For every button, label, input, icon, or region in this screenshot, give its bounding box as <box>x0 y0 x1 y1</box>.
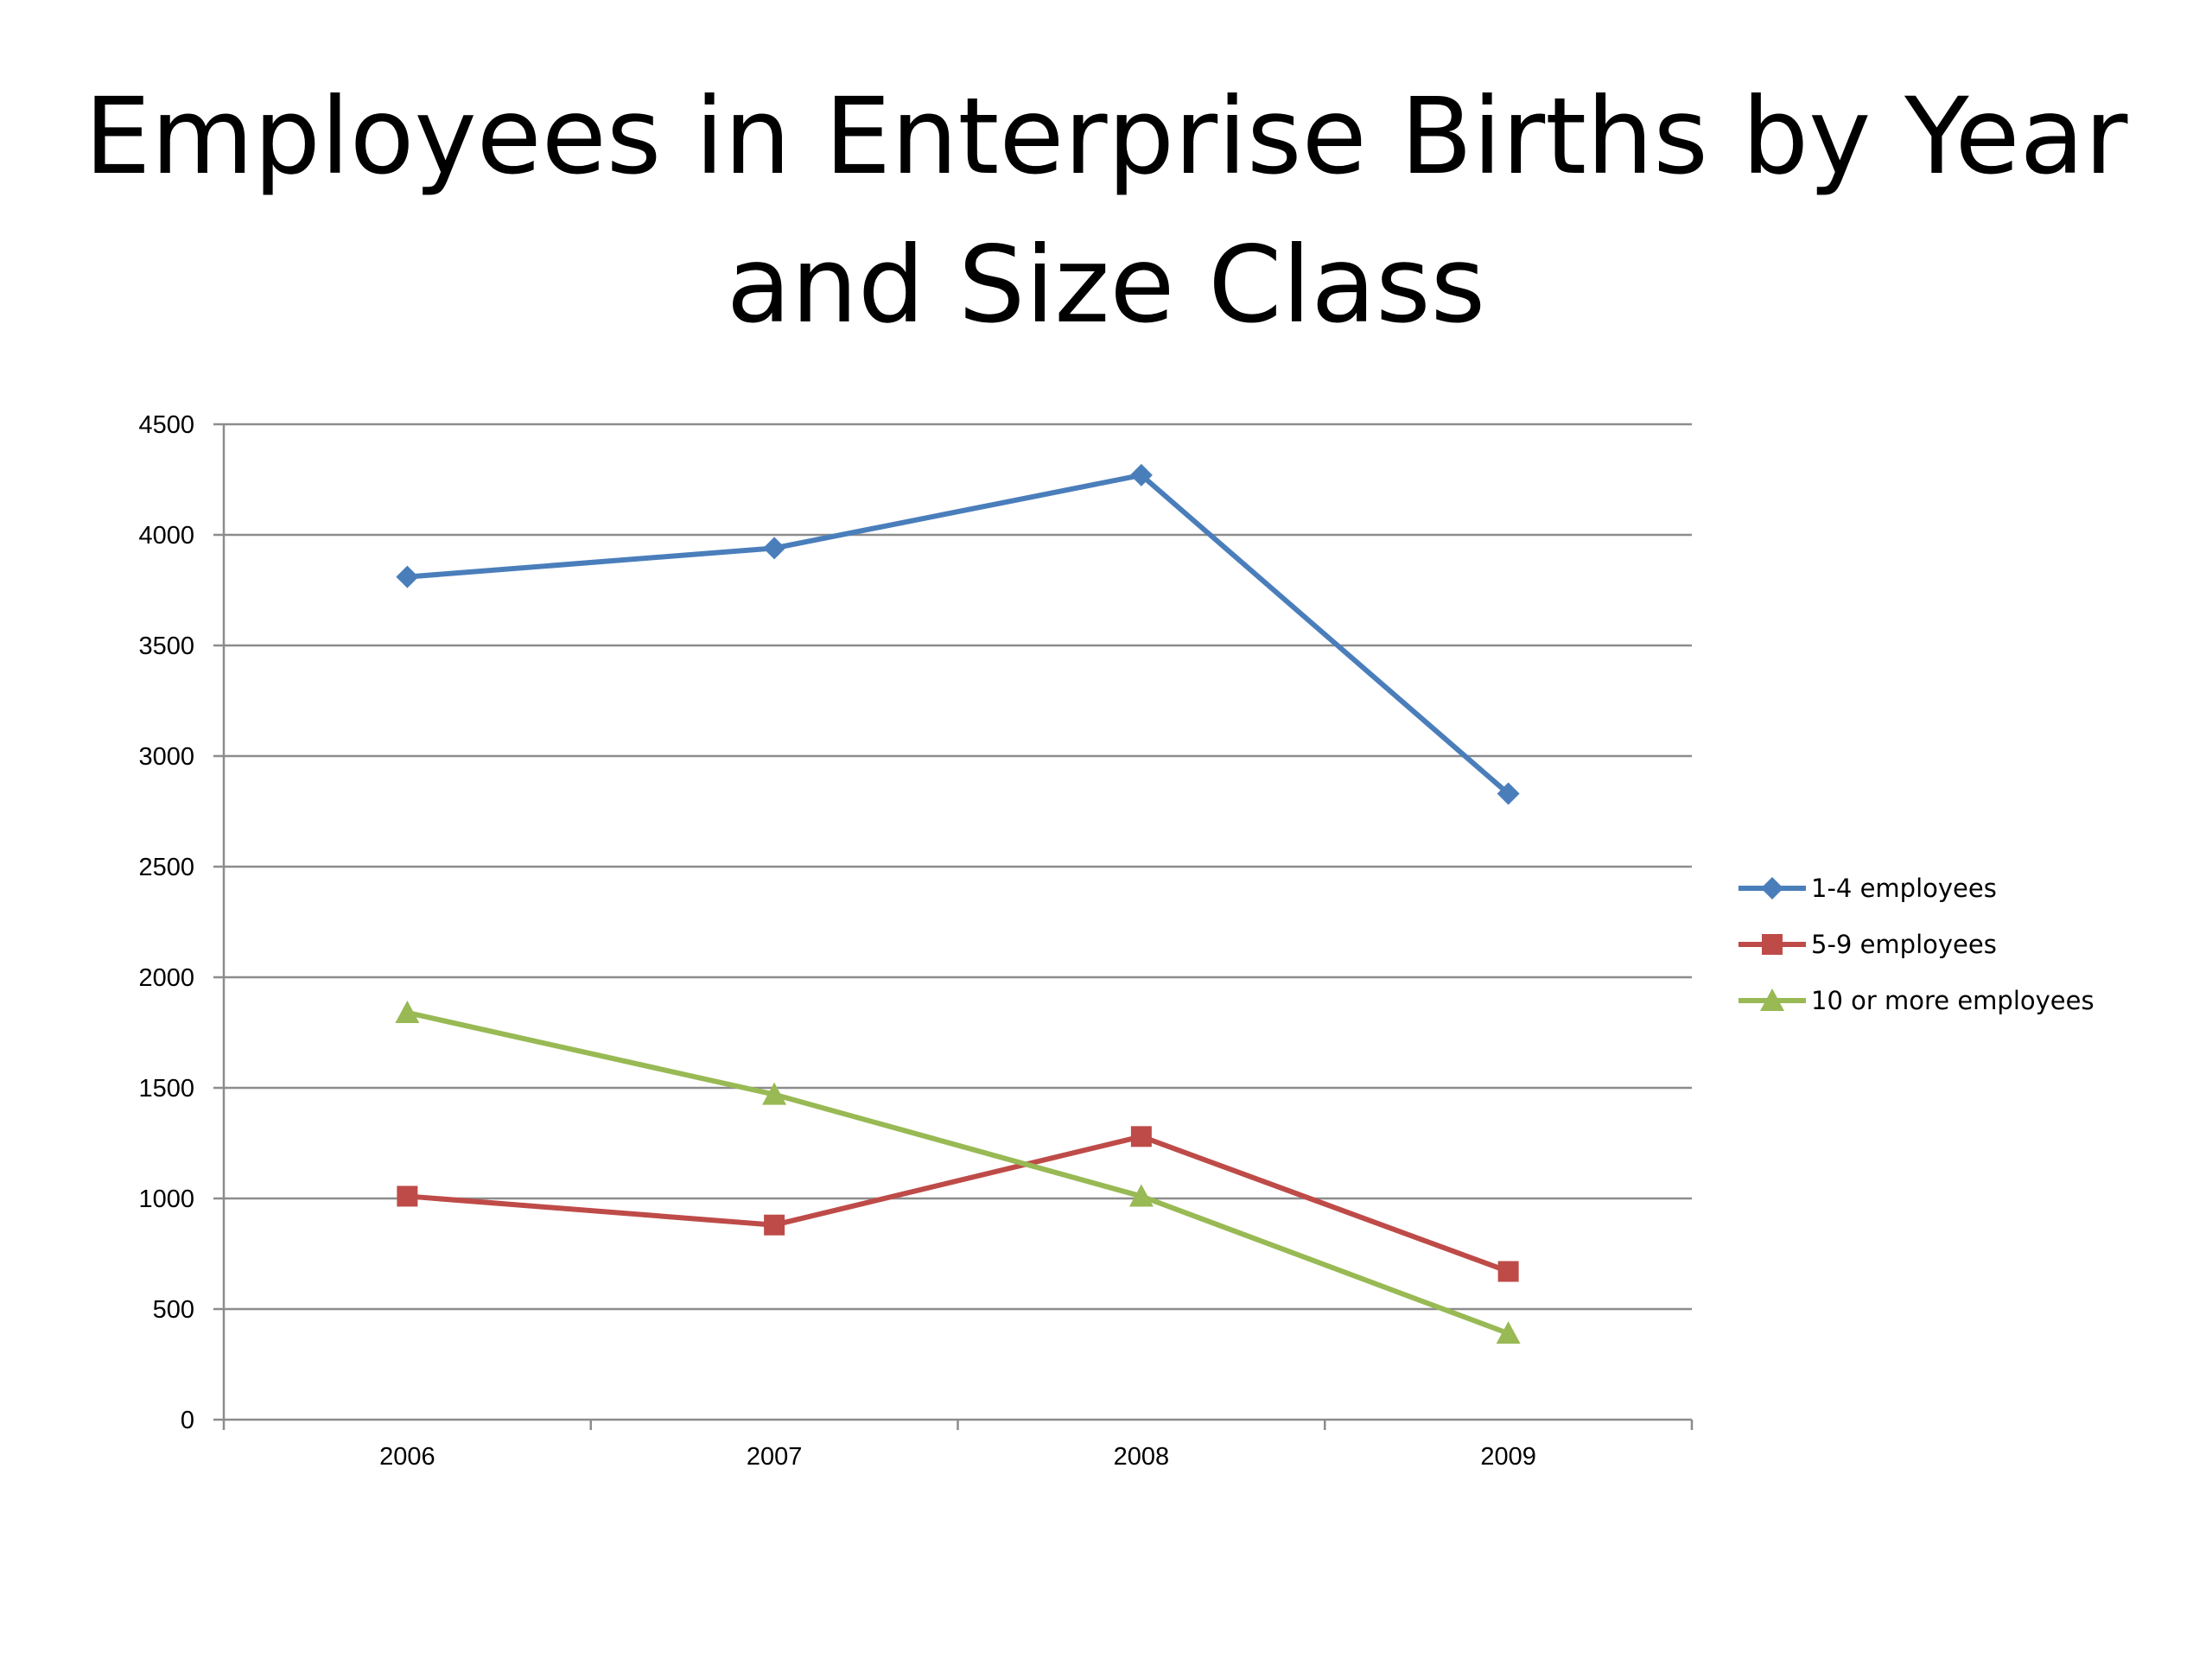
y-tick-label: 1000 <box>138 1185 194 1213</box>
data-point <box>762 1082 787 1105</box>
data-point <box>395 1000 420 1023</box>
y-tick-label: 4500 <box>138 411 194 439</box>
data-point <box>763 537 786 560</box>
legend: 1-4 employees 5-9 employees 10 or more emp… <box>1738 874 2094 1015</box>
series-plot <box>395 463 1521 1344</box>
series-2 <box>397 1126 1519 1282</box>
series-line <box>407 472 1510 796</box>
y-tick-label: 3000 <box>138 743 194 771</box>
y-tick-label: 2000 <box>138 964 194 992</box>
legend-entry: 1-4 employees <box>1738 874 1997 903</box>
legend-marker <box>1760 988 1784 1011</box>
data-point <box>397 1185 418 1207</box>
y-tick-label: 2500 <box>138 854 194 881</box>
legend-entry: 10 or more employees <box>1738 986 2094 1015</box>
series-3 <box>395 1000 1521 1344</box>
y-tick-label: 4000 <box>138 522 194 550</box>
data-point <box>396 565 419 588</box>
data-point <box>1129 463 1153 486</box>
x-tick-label: 2006 <box>379 1443 435 1471</box>
series-line <box>407 1134 1510 1274</box>
chart-title: Employees in Enterprise Births by Year a… <box>0 62 2212 359</box>
series-line <box>406 1010 1510 1336</box>
data-point <box>1128 1184 1154 1207</box>
legend-entry: 5-9 employees <box>1738 930 1997 959</box>
y-tick-label: 500 <box>153 1296 194 1324</box>
y-tick-label: 3500 <box>138 632 194 660</box>
data-point <box>1497 782 1520 805</box>
chart-title-line-1: Employees in Enterprise Births by Year <box>84 75 2128 198</box>
x-tick-label: 2007 <box>747 1443 803 1471</box>
axes: 0 500 1000 1500 2000 2500 3000 3500 4000 4500 2006… <box>138 411 1694 1471</box>
data-point <box>764 1214 785 1236</box>
x-tick-label: 2008 <box>1114 1443 1170 1471</box>
legend-label: 5-9 employees <box>1811 930 1997 959</box>
legend-marker <box>1761 877 1783 899</box>
gridlines <box>224 423 1692 1311</box>
data-point <box>1496 1321 1521 1344</box>
series-1 <box>396 463 1520 805</box>
chart-title-line-2: and Size Class <box>726 224 1486 346</box>
x-tick-label: 2009 <box>1480 1443 1536 1471</box>
legend-marker <box>1762 934 1783 955</box>
y-tick-label: 0 <box>181 1407 194 1434</box>
data-point <box>1130 1126 1152 1147</box>
data-point <box>1497 1261 1519 1282</box>
legend-label: 1-4 employees <box>1811 874 1997 903</box>
legend-label: 10 or more employees <box>1811 986 2094 1015</box>
y-tick-label: 1500 <box>138 1075 194 1103</box>
